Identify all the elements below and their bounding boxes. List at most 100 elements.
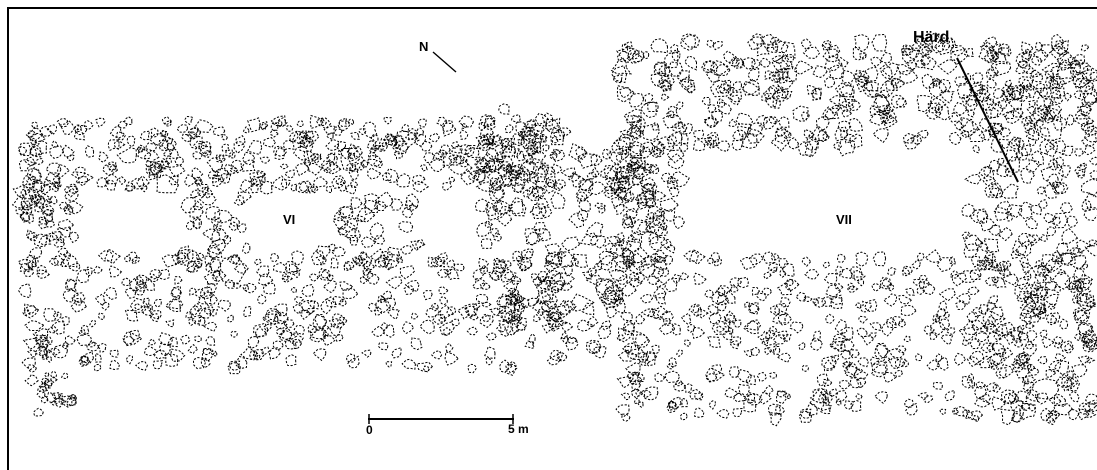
stone [505, 360, 517, 376]
stone [309, 114, 324, 130]
stone [712, 40, 723, 51]
stone [1032, 106, 1048, 122]
stone [347, 153, 360, 165]
hearth-label: Härd [913, 29, 950, 46]
stone [853, 269, 866, 282]
stone [633, 272, 645, 284]
stone [167, 298, 184, 310]
stone [1064, 275, 1082, 291]
stone [58, 398, 65, 405]
stone [634, 334, 651, 348]
stone [1023, 310, 1042, 325]
stone [1049, 47, 1068, 62]
stone [938, 78, 952, 93]
stone [658, 208, 676, 222]
stone [761, 287, 772, 297]
stone [775, 404, 785, 415]
stone [241, 159, 256, 172]
stone [1054, 181, 1069, 195]
stone [1002, 260, 1012, 270]
stone [67, 200, 84, 215]
stone [856, 327, 868, 338]
stone [747, 36, 766, 51]
stone [108, 265, 123, 278]
stone [189, 305, 200, 316]
stone [235, 135, 246, 147]
stone [189, 135, 203, 150]
stone [165, 319, 175, 328]
stone [597, 325, 612, 340]
stone [1015, 365, 1030, 379]
stone [839, 129, 848, 138]
stone [247, 117, 261, 133]
stone [941, 41, 950, 51]
stone [1020, 402, 1030, 411]
stone [1047, 172, 1059, 185]
stone [164, 157, 172, 165]
stone [818, 393, 828, 404]
stone [822, 396, 830, 404]
stone [360, 235, 377, 248]
stone [628, 92, 645, 108]
stone [1010, 86, 1022, 102]
stone [208, 244, 223, 259]
stone [104, 248, 121, 265]
stone [737, 369, 752, 384]
stone [651, 344, 660, 355]
stone [1055, 87, 1066, 97]
stone [29, 146, 43, 158]
stone [935, 356, 949, 371]
stone [1045, 409, 1057, 426]
stone [964, 99, 978, 111]
stone [553, 182, 564, 192]
stone [792, 105, 809, 122]
stone [531, 185, 546, 199]
stone [29, 193, 42, 205]
stone [17, 282, 32, 299]
stone [1063, 92, 1072, 102]
stone [96, 342, 107, 353]
stone [738, 383, 750, 398]
stone [703, 116, 718, 128]
stone [870, 356, 880, 366]
stone [765, 342, 777, 354]
stone [903, 134, 919, 150]
stone [459, 144, 472, 156]
stone [338, 147, 350, 160]
stone [571, 253, 589, 268]
stone [802, 46, 821, 59]
stone [673, 381, 687, 392]
stone [604, 280, 619, 293]
stone [638, 263, 656, 279]
stone [375, 298, 392, 314]
stone [274, 319, 288, 330]
stone [199, 193, 217, 206]
stone [221, 143, 229, 152]
stone [489, 134, 503, 146]
stone [103, 286, 117, 301]
stone [26, 305, 38, 315]
stone [630, 119, 642, 134]
stone [349, 163, 357, 172]
stone [137, 146, 144, 153]
stone [821, 296, 833, 307]
stone [988, 181, 1002, 197]
stone [535, 197, 549, 209]
stone [707, 103, 717, 113]
stone [729, 336, 742, 346]
stone [43, 378, 53, 387]
stone [1031, 281, 1042, 291]
stone [252, 175, 262, 188]
stone [302, 136, 315, 148]
stone [195, 119, 214, 133]
stone [989, 259, 998, 269]
stone [1002, 331, 1016, 345]
stone [192, 258, 203, 268]
stone [105, 173, 119, 185]
stone [608, 268, 629, 281]
stone [915, 59, 926, 69]
stone [420, 163, 428, 172]
stone [828, 388, 838, 398]
stone [1043, 98, 1054, 109]
stone [43, 348, 52, 355]
